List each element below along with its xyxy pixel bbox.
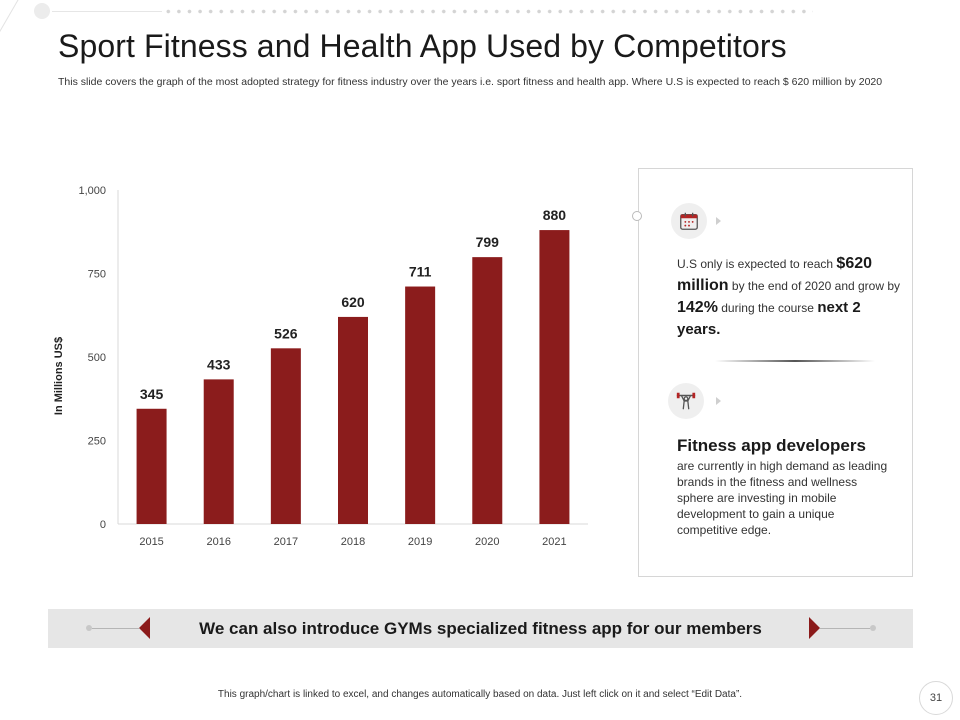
y-axis-label: In Millions US$ bbox=[53, 336, 65, 416]
calendar-icon bbox=[680, 212, 698, 230]
banner-line bbox=[820, 628, 870, 629]
bar bbox=[270, 348, 301, 524]
callout-highlight-period: next 2 years. bbox=[677, 299, 861, 338]
y-tick-label: 0 bbox=[100, 519, 106, 531]
callout-highlight-amount: $620 million bbox=[677, 255, 873, 294]
decorative-circle bbox=[34, 3, 50, 19]
callout-text: U.S only is expected to reach bbox=[677, 257, 837, 271]
banner-right-arrow-icon bbox=[809, 617, 820, 639]
bar bbox=[472, 257, 503, 524]
weightlifter-icon bbox=[676, 392, 696, 410]
callout-highlight-percent: 142% bbox=[677, 299, 718, 316]
banner-line bbox=[92, 628, 139, 629]
bar bbox=[405, 286, 436, 524]
data-label: 711 bbox=[409, 264, 432, 280]
data-label: 345 bbox=[140, 386, 164, 402]
banner-dot bbox=[86, 625, 92, 631]
x-tick-label: 2015 bbox=[139, 536, 163, 548]
callout-developers-body: are currently in high demand as leading … bbox=[677, 459, 888, 537]
data-label: 526 bbox=[274, 325, 298, 341]
banner-dot bbox=[870, 625, 876, 631]
calendar-icon-badge bbox=[671, 203, 707, 239]
callout-us-forecast: U.S only is expected to reach $620 milli… bbox=[677, 253, 902, 341]
y-tick-label: 1,000 bbox=[78, 185, 106, 197]
page-subtitle: This slide covers the graph of the most … bbox=[58, 76, 883, 88]
decorative-dot-row bbox=[163, 9, 813, 14]
pointer-triangle-icon bbox=[716, 217, 721, 225]
weightlifter-icon-badge bbox=[668, 383, 704, 419]
x-tick-label: 2016 bbox=[206, 536, 230, 548]
callout-text: by the end of 2020 and grow by bbox=[728, 279, 901, 293]
banner-left-arrow-icon bbox=[139, 617, 150, 639]
info-panel bbox=[638, 168, 913, 577]
x-tick-label: 2018 bbox=[341, 536, 365, 548]
page-title: Sport Fitness and Health App Used by Com… bbox=[58, 28, 787, 64]
message-banner: We can also introduce GYMs specialized f… bbox=[48, 609, 913, 648]
bar bbox=[338, 316, 368, 524]
y-tick-label: 750 bbox=[88, 269, 106, 281]
x-tick-label: 2021 bbox=[542, 536, 566, 548]
footer-note: This graph/chart is linked to excel, and… bbox=[217, 689, 743, 700]
data-label: 433 bbox=[207, 356, 231, 372]
data-label: 880 bbox=[543, 207, 567, 223]
pointer-triangle-icon bbox=[716, 397, 721, 405]
data-label: 799 bbox=[476, 234, 500, 250]
x-tick-label: 2017 bbox=[274, 536, 298, 548]
bar bbox=[136, 408, 167, 524]
bar-chart-svg: 0 250 500 750 1,000 345 2015 433 2016 526 2017 620 2… bbox=[78, 185, 588, 548]
callout-separator bbox=[715, 360, 875, 362]
info-panel-connector-node bbox=[632, 211, 642, 221]
decorative-line bbox=[52, 11, 162, 12]
banner-text: We can also introduce GYMs specialized f… bbox=[199, 619, 762, 638]
y-tick-label: 250 bbox=[88, 436, 106, 448]
y-tick-label: 500 bbox=[88, 352, 106, 364]
bar-chart: 0 250 500 750 1,000 345 2015 433 2016 526 2017 620 2… bbox=[48, 176, 608, 556]
callout-text: during the course bbox=[717, 301, 818, 315]
bar bbox=[203, 379, 234, 524]
x-tick-label: 2020 bbox=[475, 536, 499, 548]
data-label: 620 bbox=[341, 294, 365, 310]
bar bbox=[539, 230, 570, 524]
info-panel-connector-line bbox=[638, 168, 639, 577]
callout-developers-heading: Fitness app developers bbox=[677, 436, 866, 455]
page-number: 31 bbox=[919, 681, 953, 715]
x-tick-label: 2019 bbox=[408, 536, 432, 548]
decorative-diagonal bbox=[0, 0, 31, 49]
